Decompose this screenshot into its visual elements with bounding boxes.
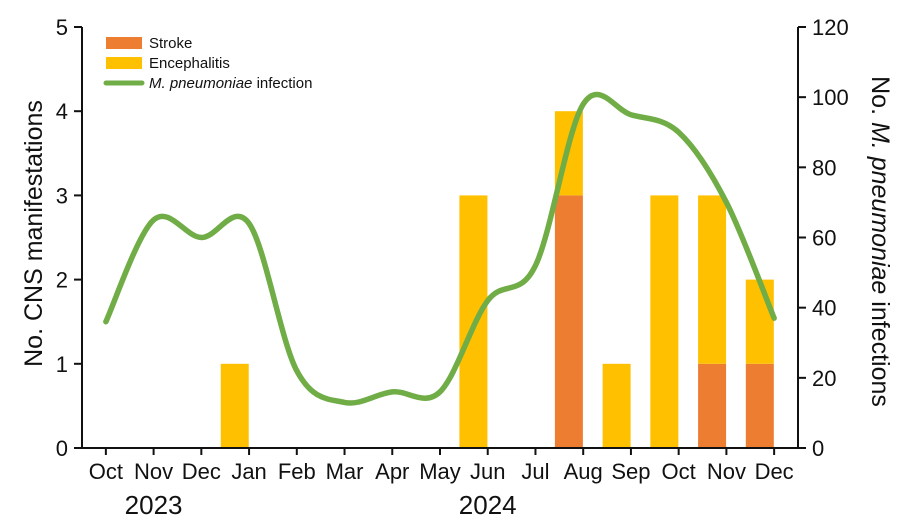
x-tick-label: Sep	[611, 459, 650, 484]
year-label: 2023	[125, 490, 183, 520]
bar-encephalitis-14	[745, 279, 774, 364]
legend: Stroke Encephalitis M. pneumoniae infectio…	[103, 35, 312, 92]
axis-titles: No. CNS manifestations No. M. pneumoniae …	[20, 76, 894, 407]
x-tick-label: Jun	[470, 459, 505, 484]
x-tick-label: Oct	[89, 459, 123, 484]
legend-swatch-1	[106, 57, 142, 69]
y-left-tick-label: 3	[56, 183, 68, 208]
y-axis-right-title-prefix: No.	[866, 76, 894, 122]
legend-swatch-0	[106, 37, 142, 49]
y-right-tick-label: 20	[812, 366, 836, 391]
bar-encephalitis-11	[602, 363, 631, 448]
legend-label-italic: M. pneumoniae	[149, 75, 252, 92]
y-axis-right-title: No. M. pneumoniae infections	[866, 76, 894, 407]
x-tick-label: Nov	[707, 459, 746, 484]
x-tick-label: Mar	[326, 459, 364, 484]
bar-stroke-14	[745, 363, 774, 448]
x-tick-label: Dec	[182, 459, 221, 484]
y-left-tick-label: 4	[56, 99, 68, 124]
legend-label-0: Stroke	[149, 35, 192, 52]
y-left-tick-label: 0	[56, 436, 68, 461]
bars-layer	[220, 111, 774, 448]
x-tick-label: Jan	[231, 459, 266, 484]
bar-stroke-10	[554, 195, 583, 448]
legend-label-text: Stroke	[149, 35, 192, 52]
legend-label-1: Encephalitis	[149, 55, 230, 72]
y-right-tick-label: 60	[812, 226, 836, 251]
y-axis-right-title-suffix: infections	[866, 294, 894, 407]
line-mpneumoniae	[103, 91, 777, 406]
bar-encephalitis-13	[698, 195, 727, 364]
legend-label-text: infection	[252, 75, 312, 92]
y-right-tick-label: 40	[812, 296, 836, 321]
x-tick-label: Dec	[755, 459, 794, 484]
axes-layer: 0 1 2 3 4 5 0 20 40 60 80 100 120 Oct Nov Dec Jan Feb Mar A…	[56, 15, 849, 520]
bar-encephalitis-12	[650, 195, 679, 448]
x-tick-label: Oct	[662, 459, 696, 484]
legend-label-text: Encephalitis	[149, 55, 230, 72]
line-layer	[103, 91, 777, 406]
y-right-tick-label: 120	[812, 15, 849, 40]
x-tick-label: Nov	[134, 459, 173, 484]
legend-label-2: M. pneumoniae infection	[149, 75, 312, 92]
y-right-tick-label: 80	[812, 155, 836, 180]
x-tick-label: May	[419, 459, 461, 484]
x-tick-label: Apr	[375, 459, 409, 484]
y-right-tick-label: 100	[812, 85, 849, 110]
y-right-tick-label: 0	[812, 436, 824, 461]
y-left-tick-label: 2	[56, 268, 68, 293]
x-tick-label: Feb	[278, 459, 316, 484]
x-tick-label: Jul	[521, 459, 549, 484]
x-tick-label: Aug	[564, 459, 603, 484]
bar-stroke-13	[698, 363, 727, 448]
year-label: 2024	[459, 490, 517, 520]
y-axis-right-title-italic: M. pneumoniae	[866, 122, 894, 294]
y-left-tick-label: 1	[56, 352, 68, 377]
y-left-tick-label: 5	[56, 15, 68, 40]
y-axis-left-title: No. CNS manifestations	[20, 100, 48, 367]
bar-encephalitis-3	[220, 363, 249, 448]
